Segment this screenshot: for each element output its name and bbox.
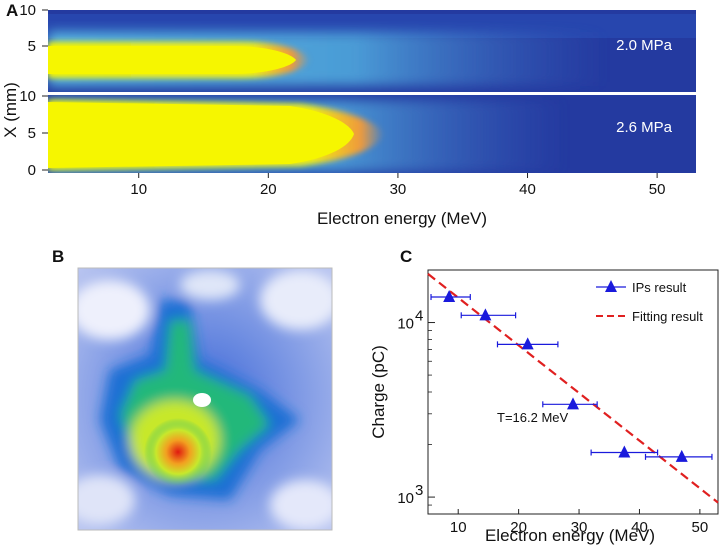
panel-a-xticks: 10 20 30 40 50 xyxy=(130,173,665,198)
panel-c-legend: IPs result Fitting result xyxy=(596,280,703,324)
panel-b-beam-profile xyxy=(78,268,332,530)
c-ytick-label-1: 10 xyxy=(397,490,414,507)
legend-ips-marker xyxy=(605,280,617,292)
data-point-3 xyxy=(567,397,579,410)
panel-c-xlabel: Electron energy (MeV) xyxy=(485,526,655,545)
panel-a-xlabel: Electron energy (MeV) xyxy=(317,209,487,228)
panel-b-label: B xyxy=(52,247,64,266)
a-xtick-label-2: 30 xyxy=(390,181,407,198)
panel-a-label: A xyxy=(6,1,18,20)
temperature-annotation: T=16.2 MeV xyxy=(497,410,569,425)
panel-a-ylabel: X (mm) xyxy=(1,82,20,138)
panel-b-center-spot xyxy=(193,393,211,407)
data-point-0 xyxy=(443,290,456,303)
a-ytick-label-0-1: 5 xyxy=(28,38,36,55)
panel-a-yticks-bottom: 10 5 0 xyxy=(19,88,48,179)
data-point-5 xyxy=(675,449,688,462)
pressure-label-bottom: 2.6 MPa xyxy=(616,119,673,136)
c-xtick-label-3: 40 xyxy=(631,519,648,536)
c-ytick-exp-0: 4 xyxy=(415,308,423,325)
panel-c-label: C xyxy=(400,247,412,266)
pressure-label-top: 2.0 MPa xyxy=(616,37,673,54)
data-point-2 xyxy=(521,337,534,350)
panel-c-plot-frame xyxy=(427,269,719,515)
panel-c-data-points xyxy=(430,290,713,462)
a-xtick-label-3: 40 xyxy=(519,181,536,198)
panel-a-yticks-top: 10 5 xyxy=(19,2,48,55)
a-xtick-label-0: 10 xyxy=(130,181,147,198)
c-xtick-label-4: 50 xyxy=(692,519,709,536)
c-ytick-label-0: 10 xyxy=(397,316,414,333)
data-point-1 xyxy=(479,308,492,321)
c-ytick-exp-1: 3 xyxy=(415,482,423,499)
a-ytick-label-1-2: 0 xyxy=(28,162,36,179)
a-xtick-label-4: 50 xyxy=(649,181,666,198)
panel-c-ylabel: Charge (pC) xyxy=(369,345,388,439)
c-xtick-label-1: 20 xyxy=(510,519,527,536)
panel-c-xticks: 10 20 30 40 50 xyxy=(450,509,708,536)
fitting-line xyxy=(427,273,719,504)
a-ytick-label-1-0: 10 xyxy=(19,88,36,105)
data-point-4 xyxy=(618,445,631,458)
c-xtick-label-2: 30 xyxy=(571,519,588,536)
panel-a-strip-bottom xyxy=(48,95,696,173)
c-xtick-label-0: 10 xyxy=(450,519,467,536)
a-ytick-label-1-1: 5 xyxy=(28,125,36,142)
a-ytick-label-0-0: 10 xyxy=(19,2,36,19)
a-xtick-label-1: 20 xyxy=(260,181,277,198)
legend-ips-label: IPs result xyxy=(632,280,687,295)
panel-a-strip-top xyxy=(48,10,696,92)
legend-fit-label: Fitting result xyxy=(632,309,703,324)
